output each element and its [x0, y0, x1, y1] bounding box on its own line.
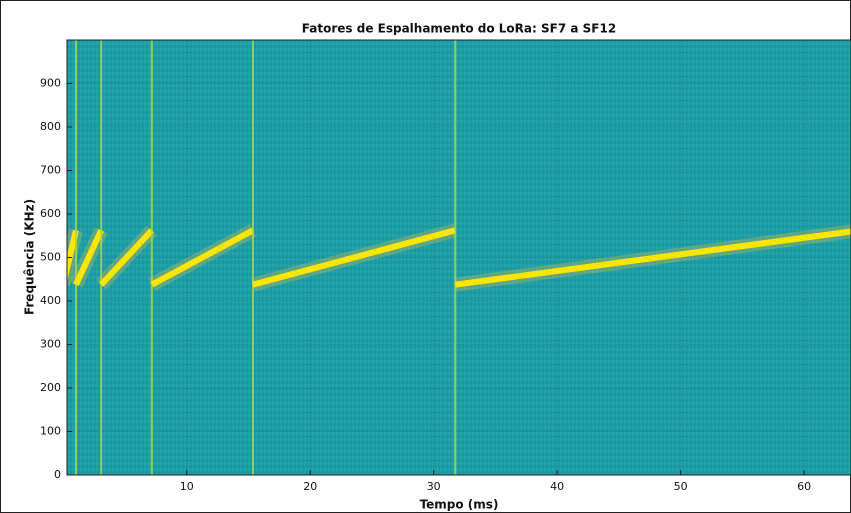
chirp: [252, 227, 457, 288]
x-tick-label: 60: [797, 480, 811, 493]
plot-area: [67, 40, 851, 475]
y-tick-label: 200: [40, 381, 61, 394]
chirp: [99, 228, 154, 287]
y-tick-label: 500: [40, 251, 61, 264]
y-tick-label: 800: [40, 120, 61, 133]
chirp: [150, 227, 255, 288]
x-tick-label: 50: [674, 480, 688, 493]
y-tick-label: 100: [40, 425, 61, 438]
chart-title: Fatores de Espalhamento do LoRa: SF7 a S…: [302, 22, 616, 36]
x-tick-label: 20: [303, 480, 317, 493]
y-tick-label: 600: [40, 207, 61, 220]
x-tick-label: 10: [180, 480, 194, 493]
y-tick-label: 400: [40, 294, 61, 307]
x-tick-label: 40: [550, 480, 564, 493]
chirp: [454, 228, 851, 288]
y-tick-label: 900: [40, 77, 61, 90]
y-tick-label: 700: [40, 164, 61, 177]
y-tick-label: 0: [54, 468, 61, 481]
y-tick-label: 300: [40, 338, 61, 351]
x-tick-label: 30: [427, 480, 441, 493]
y-axis-label: Frequência (KHz): [23, 199, 37, 315]
x-axis-label: Tempo (ms): [420, 498, 499, 512]
chirp: [73, 229, 104, 286]
